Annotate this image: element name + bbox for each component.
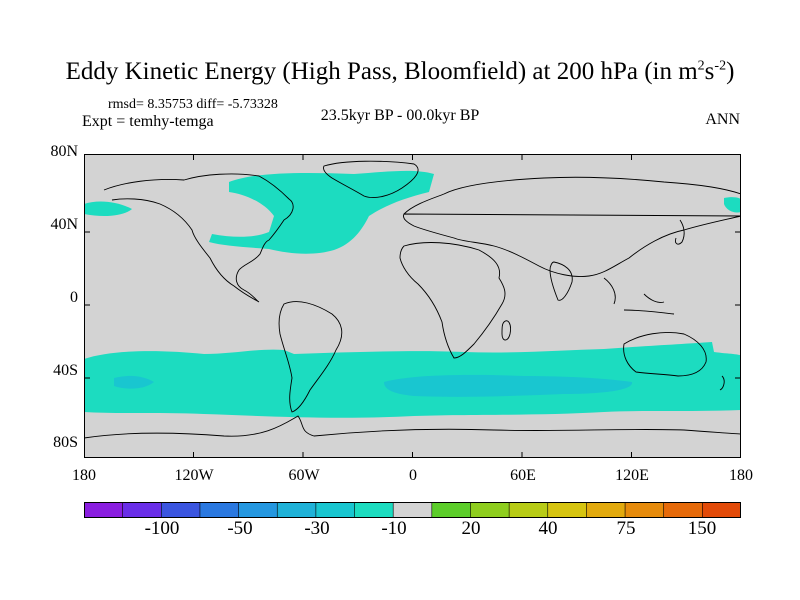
coast-south-america (278, 301, 343, 413)
coast-africa (399, 242, 506, 359)
coast-india (549, 261, 573, 301)
lon-label-0: 0 (409, 467, 417, 484)
coast-new-zealand (719, 375, 725, 391)
season-label: ANN (705, 111, 740, 128)
colorbar-cell (586, 502, 626, 518)
colorbar-label: 20 (461, 518, 481, 539)
colorbar-cell (508, 502, 549, 518)
colorbar-frame (84, 502, 741, 518)
colorbar-cell (470, 502, 510, 518)
colorbar-cell (315, 502, 356, 518)
coast-eurasia (403, 176, 741, 277)
plot-title: Eddy Kinetic Energy (High Pass, Bloomfie… (65, 58, 735, 85)
lon-label-180w: 180 (72, 467, 96, 484)
coast-north-america (103, 173, 294, 303)
colorbar-cell (276, 502, 317, 518)
lat-label-40s: 40S (53, 362, 78, 379)
strong-patch-indian (384, 374, 633, 397)
colorbar-label: -100 (144, 518, 180, 539)
map-panel (84, 154, 741, 458)
coast-greenland (323, 160, 419, 199)
colorbar-label: -50 (227, 518, 253, 539)
map-ticks (84, 154, 741, 458)
lon-label-60e: 60E (510, 467, 536, 484)
coast-japan (675, 219, 685, 245)
lat-label-80n: 80N (50, 143, 78, 160)
colorbar-cell (122, 502, 163, 518)
colorbar-cell (547, 502, 588, 518)
colorbar-label: -30 (304, 518, 330, 539)
colorbar-label: 150 (687, 518, 717, 539)
colorbar-cell (624, 502, 665, 518)
lat-label-80s: 80S (53, 434, 78, 451)
colorbar-label: 40 (538, 518, 558, 539)
colorbar-cell (702, 502, 741, 518)
lon-label-180e: 180 (729, 467, 753, 484)
colorbar-cell (354, 502, 394, 518)
lon-label-120w: 120W (174, 467, 214, 484)
colorbar-cell (431, 502, 472, 518)
colorbar-cell (392, 502, 433, 518)
colorbar-cell (663, 502, 704, 518)
lon-label-60w: 60W (288, 467, 320, 484)
colorbar-cell (160, 502, 201, 518)
colorbar-cell (84, 502, 124, 518)
strong-patch-pacific (114, 375, 154, 389)
north-pacific-east-patch (724, 197, 741, 213)
period-label: 23.5kyr BP - 00.0kyr BP (320, 107, 480, 124)
colorbar-cell (199, 502, 240, 518)
colorbar-cell (238, 502, 279, 518)
coast-australia (623, 332, 707, 377)
experiment-label: Expt = temhy-temga (82, 113, 214, 130)
colorbar (84, 502, 741, 518)
coast-se-asia (603, 277, 675, 315)
north-atlantic-band (209, 170, 434, 254)
coastlines (84, 160, 741, 439)
coast-antarctica (84, 415, 741, 439)
colorbar-cells (84, 502, 741, 518)
lat-label-0: 0 (70, 289, 78, 306)
coast-madagascar (501, 320, 511, 341)
north-pacific-west-patch (84, 201, 132, 217)
eke-shading-strong (114, 374, 633, 397)
stats-text: rmsd= 8.35753 diff= -5.73328 (108, 97, 278, 112)
colorbar-label: 75 (616, 518, 636, 539)
lon-label-120e: 120E (615, 467, 649, 484)
colorbar-label: -10 (381, 518, 407, 539)
lat-label-40n: 40N (50, 216, 78, 233)
